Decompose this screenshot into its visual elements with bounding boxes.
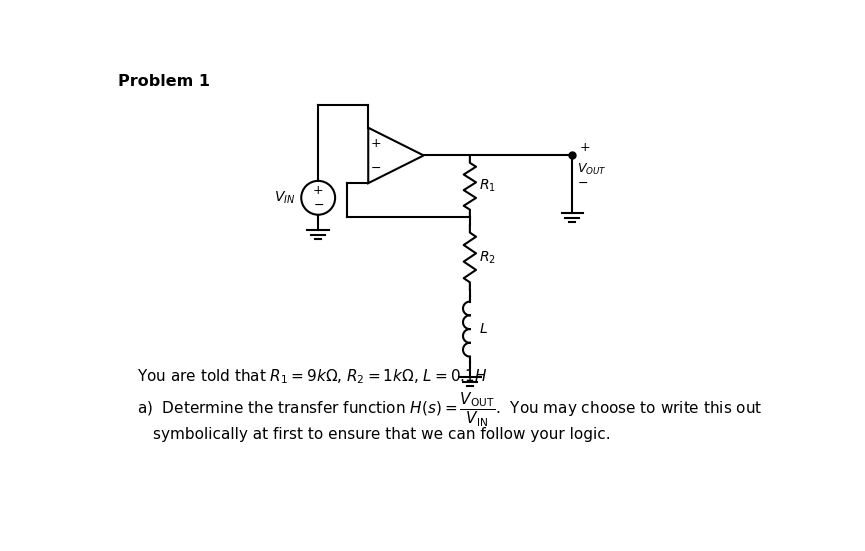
- Text: symbolically at first to ensure that we can follow your logic.: symbolically at first to ensure that we …: [152, 428, 611, 442]
- Text: Problem 1: Problem 1: [118, 74, 210, 89]
- Text: a)  Determine the transfer function $H(s) = \dfrac{V_{\mathrm{OUT}}}{V_{\mathrm{: a) Determine the transfer function $H(s)…: [138, 391, 763, 429]
- Text: +: +: [313, 184, 324, 197]
- Text: +: +: [580, 141, 591, 154]
- Text: $R_2$: $R_2$: [479, 249, 496, 266]
- Text: $-$: $-$: [577, 176, 588, 189]
- Text: $L$: $L$: [479, 322, 488, 336]
- Text: You are told that $R_1 = 9k\Omega$, $R_2 = 1k\Omega$, $L = 0.1H$: You are told that $R_1 = 9k\Omega$, $R_2…: [138, 367, 488, 386]
- Text: $R_1$: $R_1$: [479, 178, 496, 195]
- Text: $-$: $-$: [312, 198, 324, 212]
- Text: $V_{OUT}$: $V_{OUT}$: [577, 161, 606, 177]
- Text: $-$: $-$: [370, 161, 381, 174]
- Text: +: +: [370, 137, 381, 150]
- Text: $V_{IN}$: $V_{IN}$: [273, 190, 295, 206]
